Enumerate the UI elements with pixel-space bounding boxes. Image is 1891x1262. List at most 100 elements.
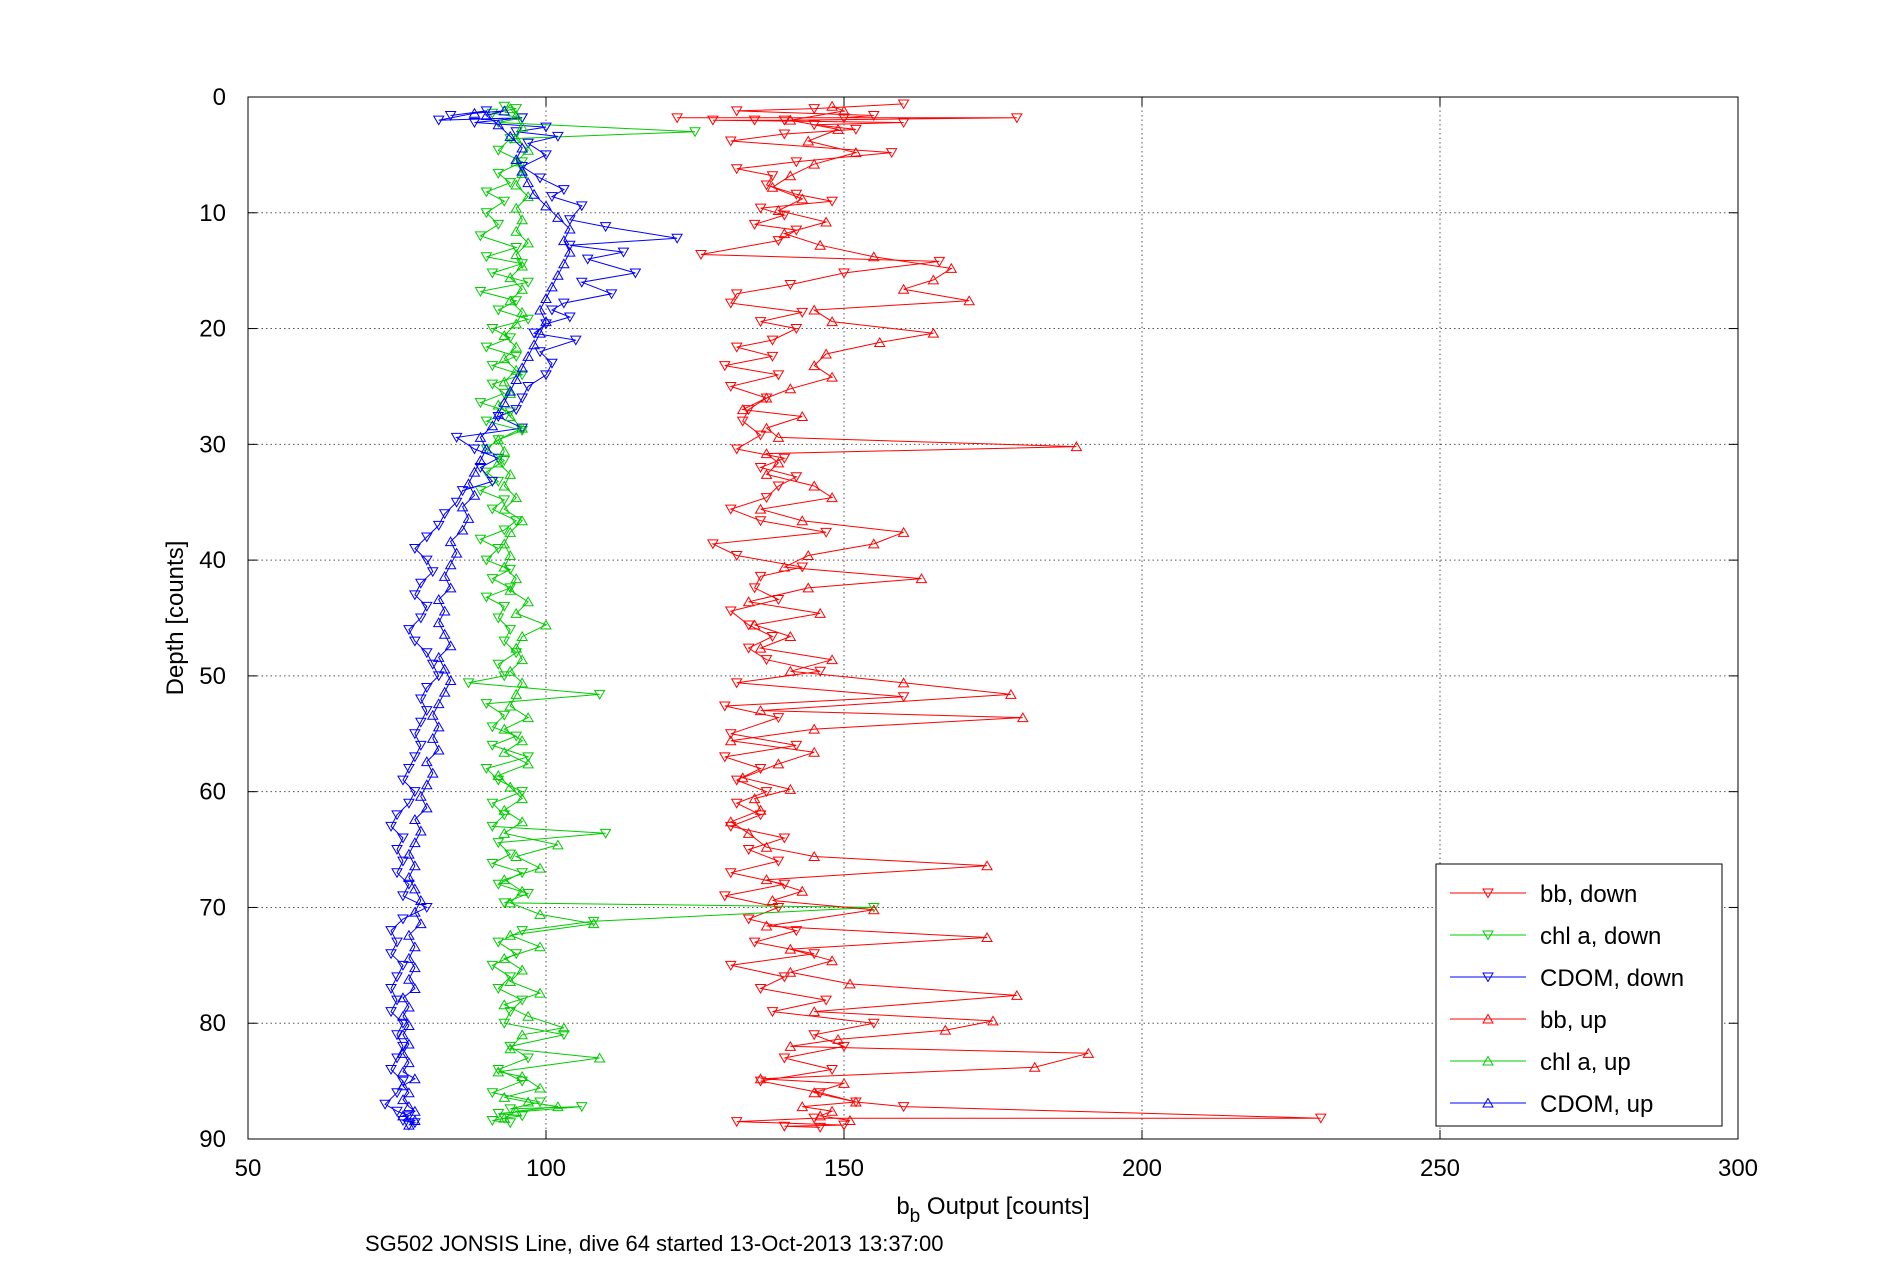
data-point bbox=[492, 838, 505, 849]
data-point bbox=[558, 298, 570, 309]
legend-swatch-marker bbox=[1482, 1097, 1494, 1108]
data-point bbox=[796, 885, 809, 896]
data-point bbox=[718, 891, 731, 902]
data-point bbox=[540, 292, 552, 303]
data-point bbox=[510, 405, 523, 416]
data-point bbox=[617, 247, 630, 258]
data-point bbox=[760, 874, 773, 885]
data-point bbox=[516, 1076, 529, 1087]
y-tick-label: 40 bbox=[199, 547, 226, 574]
data-point bbox=[784, 783, 797, 794]
data-point bbox=[420, 648, 433, 659]
data-point bbox=[826, 492, 838, 503]
data-point bbox=[563, 223, 576, 234]
data-point bbox=[498, 445, 511, 456]
data-point bbox=[772, 758, 785, 769]
data-point bbox=[498, 561, 511, 572]
data-point bbox=[510, 127, 523, 138]
data-point bbox=[403, 1087, 415, 1098]
data-point bbox=[462, 512, 475, 523]
data-point bbox=[933, 256, 946, 267]
data-point bbox=[540, 319, 552, 330]
data-point bbox=[504, 625, 517, 636]
data-point bbox=[397, 1110, 409, 1121]
data-point bbox=[707, 539, 719, 550]
data-point bbox=[808, 104, 821, 115]
data-point bbox=[629, 268, 642, 279]
data-point bbox=[492, 544, 505, 555]
data-point bbox=[808, 949, 821, 960]
data-point bbox=[480, 110, 493, 121]
y-tick-label: 30 bbox=[199, 431, 226, 458]
data-point bbox=[754, 430, 767, 441]
data-point bbox=[552, 131, 564, 142]
data-point bbox=[510, 243, 523, 253]
data-point bbox=[534, 304, 546, 315]
data-point bbox=[778, 115, 791, 126]
data-point bbox=[832, 123, 844, 134]
data-point bbox=[516, 422, 529, 433]
data-point bbox=[450, 432, 463, 443]
data-point bbox=[385, 821, 397, 832]
data-point bbox=[778, 833, 791, 844]
data-point bbox=[802, 135, 815, 146]
data-point bbox=[516, 964, 529, 975]
data-point bbox=[474, 486, 487, 497]
data-point bbox=[534, 862, 546, 873]
data-point bbox=[760, 920, 773, 931]
data-point bbox=[391, 1088, 403, 1099]
data-point bbox=[444, 675, 457, 686]
data-point bbox=[522, 712, 534, 723]
data-point bbox=[510, 202, 523, 213]
data-point bbox=[480, 342, 493, 353]
data-point bbox=[522, 314, 534, 325]
x-tick-label: 300 bbox=[1718, 1155, 1758, 1182]
data-point bbox=[516, 121, 529, 132]
y-tick-label: 10 bbox=[199, 200, 226, 227]
data-point bbox=[444, 640, 457, 651]
legend-swatch-marker bbox=[1482, 972, 1494, 983]
data-point bbox=[498, 1018, 511, 1029]
data-point bbox=[593, 689, 606, 700]
data-point bbox=[498, 397, 511, 408]
series-line bbox=[401, 110, 571, 1126]
data-point bbox=[742, 827, 755, 838]
data-point bbox=[468, 117, 481, 128]
data-point bbox=[397, 1080, 409, 1091]
data-point bbox=[528, 328, 540, 339]
data-point bbox=[498, 330, 511, 341]
data-point bbox=[563, 215, 576, 226]
data-point bbox=[522, 350, 534, 361]
data-point bbox=[730, 678, 743, 689]
data-point bbox=[981, 860, 993, 871]
data-point bbox=[820, 216, 832, 227]
data-point bbox=[1070, 441, 1083, 452]
data-point bbox=[1028, 1061, 1041, 1072]
data-point bbox=[480, 208, 493, 219]
data-point bbox=[480, 106, 493, 117]
data-point bbox=[790, 740, 803, 751]
data-point bbox=[486, 821, 499, 832]
data-point bbox=[504, 665, 517, 676]
data-point bbox=[414, 825, 427, 836]
data-point bbox=[760, 392, 773, 403]
data-point bbox=[391, 972, 403, 983]
data-point bbox=[671, 233, 683, 244]
data-point bbox=[456, 486, 469, 497]
data-point bbox=[504, 385, 517, 396]
data-point bbox=[403, 764, 415, 774]
series-layer bbox=[379, 99, 1327, 1133]
data-point bbox=[504, 526, 517, 537]
data-point bbox=[522, 138, 534, 149]
data-point bbox=[498, 1112, 511, 1123]
data-point bbox=[742, 914, 755, 925]
data-point bbox=[522, 177, 534, 188]
data-point bbox=[414, 918, 427, 929]
data-point bbox=[724, 136, 737, 147]
data-point bbox=[385, 983, 397, 994]
data-point bbox=[850, 147, 862, 158]
data-point bbox=[778, 210, 791, 221]
data-point bbox=[498, 804, 511, 815]
data-point bbox=[391, 810, 403, 821]
data-point bbox=[730, 550, 743, 561]
